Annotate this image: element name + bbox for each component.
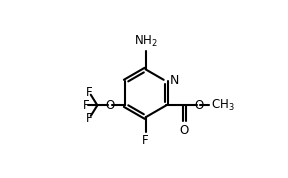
Text: NH$_2$: NH$_2$ bbox=[134, 34, 158, 49]
Text: CH$_3$: CH$_3$ bbox=[211, 98, 235, 113]
Text: N: N bbox=[170, 74, 179, 87]
Text: O: O bbox=[194, 99, 203, 112]
Text: F: F bbox=[86, 112, 92, 125]
Text: O: O bbox=[179, 124, 189, 137]
Text: F: F bbox=[82, 99, 89, 112]
Text: F: F bbox=[142, 134, 149, 147]
Text: O: O bbox=[106, 99, 115, 112]
Text: F: F bbox=[86, 86, 92, 99]
